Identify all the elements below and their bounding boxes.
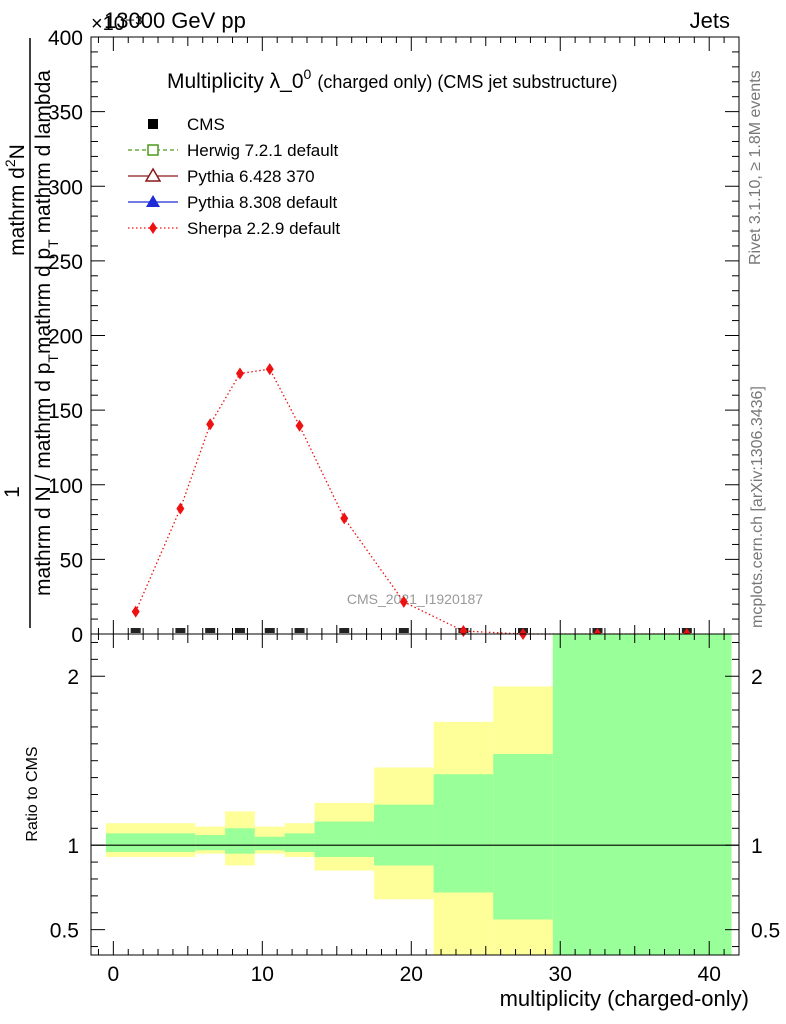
ratio-y-tick-label-right: 1: [751, 835, 763, 858]
chart-title: Multiplicity λ_00 (charged only) (CMS jet…: [167, 66, 617, 93]
cms-point: [264, 628, 275, 633]
sherpa-point: [340, 512, 349, 525]
main-x-ticks: [97, 37, 740, 634]
ratio-band-inner: [195, 835, 226, 851]
ratio-bands: [105, 634, 732, 955]
legend-label: Herwig 7.2.1 default: [187, 141, 338, 160]
cms-point: [205, 628, 216, 633]
x-tick-label: 0: [108, 963, 120, 986]
ratio-band-inner: [314, 821, 375, 858]
legend-entry: CMS: [148, 115, 225, 134]
x-tick-label: 40: [698, 963, 721, 986]
legend: CMS Herwig 7.2.1 default Pythia 6.428 370 P…: [128, 115, 340, 238]
cms-point: [398, 628, 409, 633]
ratio-y-tick-label: 2: [67, 666, 79, 689]
y-tick-label: 350: [48, 102, 83, 125]
y-tick-label: 300: [48, 176, 83, 199]
y-tick-label: 50: [60, 549, 83, 572]
ratio-band-inner: [433, 774, 494, 893]
header-energy: 13000 GeV pp: [104, 8, 246, 33]
y-tick-label: 0: [71, 624, 83, 647]
sherpa-point: [459, 625, 468, 638]
ratio-band-inner: [165, 833, 196, 852]
y-tick-label: 150: [48, 400, 83, 423]
legend-marker: [147, 144, 159, 156]
y-label-one: 1: [1, 486, 24, 498]
legend-marker: [149, 222, 157, 234]
chart-title-sup: 0: [304, 66, 312, 82]
ratio-y-tick-label-right: 0.5: [751, 920, 780, 943]
ratio-band-inner: [225, 828, 255, 854]
y-tick-label: 250: [48, 251, 83, 274]
ratio-plot: 0.5 0.5 1 1 2 2 0 10 20 30 40 Ratio to CMS multip…: [24, 633, 780, 1011]
legend-label: Pythia 6.428 370: [187, 167, 315, 186]
legend-entry: Herwig 7.2.1 default: [128, 141, 338, 160]
ratio-y-label: Ratio to CMS: [24, 746, 41, 841]
cms-point: [234, 628, 245, 633]
ratio-y-tick-label: 0.5: [50, 920, 79, 943]
mcplots-label: mcplots.cern.ch [arXiv:1306.3436]: [749, 386, 766, 628]
main-plot: 0 50 100 150 200 250 300 350 400 CMS_2021_I19201…: [1, 27, 740, 647]
main-y-ticks: 0 50 100 150 200 250 300 350 400: [48, 27, 739, 647]
sherpa-point: [265, 363, 274, 376]
ratio-band-inner: [493, 753, 553, 920]
y-label-numerator: mathrm d2N: [2, 144, 29, 256]
legend-marker: [144, 167, 162, 182]
cms-point: [294, 628, 305, 633]
rivet-label: Rivet 3.1.10, ≥ 1.8M events: [747, 70, 764, 265]
sherpa-point: [206, 418, 215, 431]
ratio-band-inner: [374, 804, 434, 866]
ratio-y-ticks: 0.5 0.5 1 1 2 2: [50, 641, 780, 948]
x-tick-label: 10: [251, 963, 274, 986]
sherpa-point: [131, 605, 140, 618]
y-label-denominator: mathrm d N / mathrm d pTmathrm d pT math…: [32, 70, 61, 596]
watermark: CMS_2021_I1920187: [347, 591, 483, 607]
chart-title-main: Multiplicity λ_0: [167, 70, 304, 93]
ratio-band-inner: [105, 833, 166, 852]
ratio-x-ticks: 0 10 20 30 40: [97, 634, 740, 986]
y-tick-label: 400: [48, 27, 83, 50]
x-tick-label: 20: [400, 963, 423, 986]
sherpa-point: [235, 367, 244, 380]
legend-marker: [148, 119, 158, 129]
main-y-label: 1 mathrm d2N mathrm d N / mathrm d pTmat…: [1, 38, 61, 628]
ratio-band-inner: [552, 634, 732, 955]
ratio-y-tick-label: 1: [67, 835, 79, 858]
ratio-y-tick-label-right: 2: [751, 666, 763, 689]
y-tick-label: 100: [48, 475, 83, 498]
ratio-band-inner: [254, 836, 285, 851]
legend-entry: Pythia 6.428 370: [128, 167, 315, 186]
header-category: Jets: [690, 8, 730, 33]
legend-label: CMS: [187, 115, 225, 134]
legend-entry: Pythia 8.308 default: [128, 193, 338, 212]
legend-entry: Sherpa 2.2.9 default: [128, 219, 340, 238]
cms-point: [339, 628, 350, 633]
chart-title-sub: (charged only) (CMS jet substructure): [317, 72, 617, 92]
sherpa-point: [399, 595, 408, 608]
cms-point: [175, 628, 186, 633]
cms-point: [130, 628, 141, 633]
header-exponent: ×10⁻³: [91, 13, 142, 35]
y-tick-label: 200: [48, 326, 83, 349]
legend-label: Sherpa 2.2.9 default: [187, 219, 340, 238]
legend-label: Pythia 8.308 default: [187, 193, 338, 212]
legend-marker: [146, 195, 160, 207]
x-tick-label: 30: [549, 963, 572, 986]
x-axis-label: multiplicity (charged-only): [500, 986, 749, 1011]
sherpa-point: [176, 502, 185, 515]
sherpa-point: [295, 419, 304, 432]
ratio-band-inner: [284, 833, 315, 852]
